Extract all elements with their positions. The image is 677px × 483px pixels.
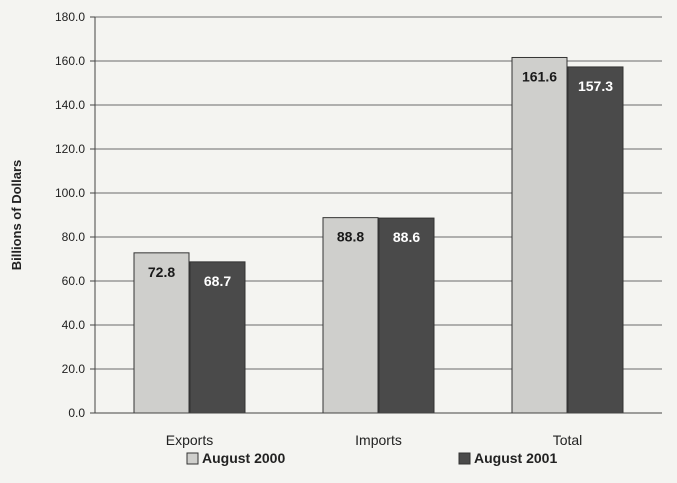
y-tick-label: 20.0: [62, 362, 86, 376]
data-label: 72.8: [148, 264, 175, 280]
y-tick-label: 180.0: [55, 10, 85, 24]
data-label: 88.6: [393, 229, 420, 245]
legend-label: August 2001: [474, 450, 557, 466]
x-category-label: Exports: [166, 432, 213, 448]
y-tick-label: 120.0: [55, 142, 85, 156]
y-tick-label: 80.0: [62, 230, 86, 244]
y-tick-label: 0.0: [68, 406, 85, 420]
y-tick-label: 160.0: [55, 54, 85, 68]
y-tick-label: 60.0: [62, 274, 86, 288]
y-tick-label: 100.0: [55, 186, 85, 200]
x-category-label: Imports: [355, 432, 402, 448]
data-label: 88.8: [337, 229, 364, 245]
bar-exports-1: [133, 252, 190, 414]
x-axis-categories: Exports Imports Total: [166, 432, 583, 448]
legend: August 2000 August 2001: [186, 450, 557, 466]
bars: [133, 56, 624, 414]
legend-swatch: [458, 452, 471, 465]
data-label: 161.6: [522, 68, 557, 84]
legend-swatch: [186, 452, 199, 465]
bar-total-2: [567, 66, 624, 414]
x-category-label: Total: [553, 432, 583, 448]
bar-imports-1: [322, 217, 379, 414]
data-label: 68.7: [204, 273, 231, 289]
y-axis-title: Billions of Dollars: [9, 160, 24, 271]
y-tick-label: 140.0: [55, 98, 85, 112]
bar-exports-2: [189, 261, 246, 414]
bar-imports-2: [378, 217, 435, 414]
y-tick-label: 40.0: [62, 318, 86, 332]
data-labels: 72.8 68.7 88.8 88.6 161.6 157.3: [148, 68, 613, 288]
bar-total-1: [511, 56, 568, 414]
data-label: 157.3: [578, 78, 613, 94]
y-axis-ticks: 0.0 20.0 40.0 60.0 80.0 100.0 120.0 140.0 160.0 1…: [55, 10, 95, 420]
legend-label: August 2000: [202, 450, 285, 466]
